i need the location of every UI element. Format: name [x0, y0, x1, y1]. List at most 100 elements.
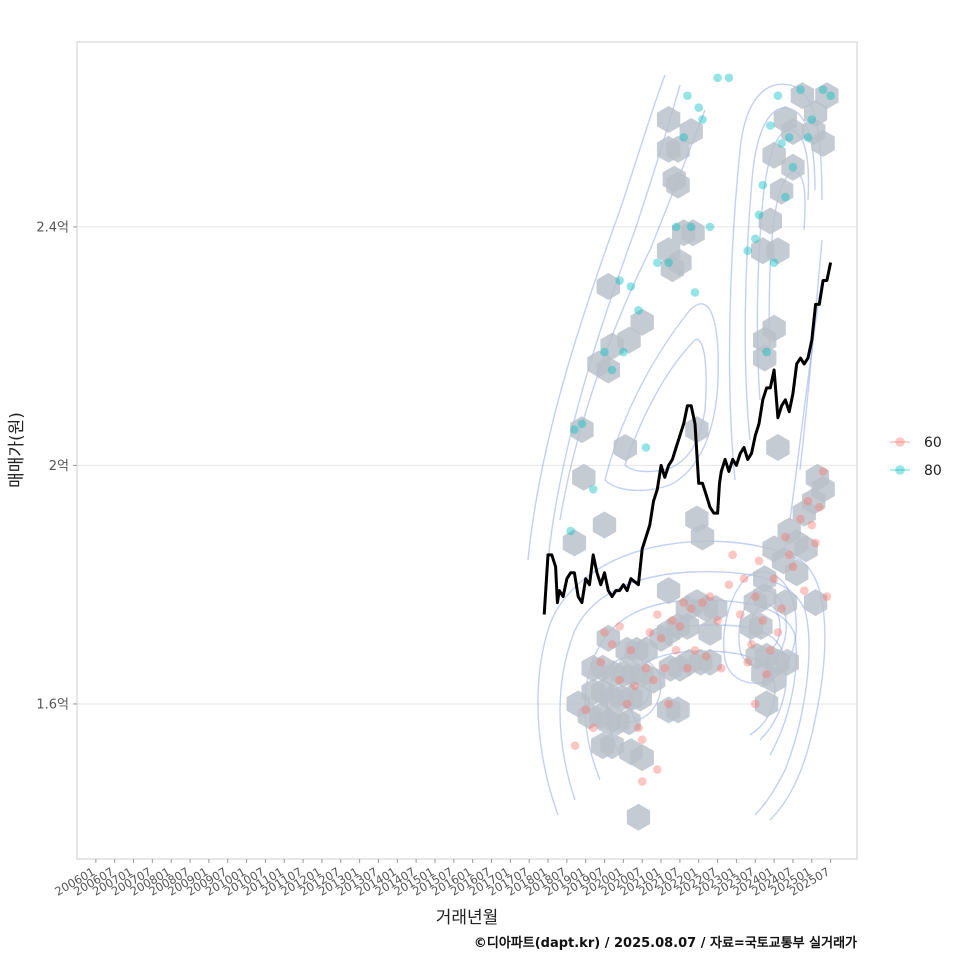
data-point-80 [766, 121, 775, 130]
data-point-60 [758, 616, 768, 625]
data-point-60 [675, 622, 685, 631]
data-point-60 [747, 640, 756, 649]
data-point-60 [600, 628, 609, 637]
data-point-80 [671, 222, 681, 232]
hexbin-cell [753, 344, 777, 372]
hexbin-cell [766, 434, 790, 461]
data-point-80 [713, 73, 722, 83]
data-point-60 [728, 550, 737, 560]
hexbin-cell [811, 475, 835, 503]
hexbin-cell [775, 648, 799, 676]
contour-line [547, 84, 681, 561]
hexbin-cell [666, 135, 690, 163]
data-point-60 [769, 574, 779, 584]
x-axis-title: 거래년월 [436, 908, 499, 928]
contour-line [559, 570, 810, 816]
y-tick-label: 2.4억 [36, 220, 69, 235]
data-point-60 [713, 616, 722, 625]
data-point-80 [698, 115, 707, 124]
hexbin-cell [753, 565, 777, 593]
trend-line-layer [542, 262, 833, 615]
data-point-60 [698, 598, 707, 607]
data-point-80 [694, 103, 704, 112]
data-point-60 [784, 550, 794, 560]
data-point-60 [664, 699, 673, 709]
hexbin-cell [749, 612, 773, 640]
data-point-60 [637, 777, 647, 786]
data-point-60 [652, 610, 662, 619]
data-point-80 [566, 526, 575, 536]
hexbin-cell [660, 255, 685, 283]
hexbin-cell [596, 356, 620, 384]
data-point-60 [690, 645, 700, 655]
data-point-60 [649, 675, 658, 685]
data-point-80 [652, 258, 662, 267]
data-point-60 [735, 610, 745, 619]
hexbin-cell [666, 696, 690, 724]
data-point-60 [743, 657, 753, 667]
data-point-60 [622, 699, 632, 709]
hexbin-cell [679, 118, 703, 145]
data-point-60 [596, 657, 606, 667]
hexbin-cell [698, 618, 722, 646]
data-point-60 [641, 663, 651, 673]
data-point-80 [600, 347, 609, 357]
data-point-80 [803, 133, 813, 142]
data-point-60 [581, 705, 590, 715]
data-point-60 [799, 586, 809, 595]
hexbin-cell [754, 690, 779, 718]
hexbin-cell [781, 153, 805, 181]
data-point-60 [656, 634, 666, 643]
data-point-80 [679, 133, 688, 142]
data-point-80 [577, 419, 587, 428]
hexbin-cell [562, 529, 587, 557]
contour-line [537, 540, 826, 821]
data-point-60 [762, 669, 771, 679]
hexbin-cell [698, 648, 722, 676]
data-point-60 [645, 628, 655, 637]
hexbin-cell [656, 106, 681, 133]
data-point-80 [683, 91, 692, 100]
hexbin-cell [762, 314, 786, 342]
caption: ©디아파트(dapt.kr) / 2025.08.07 / 자료=국토교통부 실… [474, 935, 857, 951]
hexbin-cell [600, 732, 624, 760]
data-point-60 [570, 741, 580, 750]
data-point-80 [743, 246, 753, 256]
hexbin-cell [785, 559, 809, 587]
data-point-60 [807, 520, 817, 530]
hexbin-cell [753, 583, 777, 611]
data-point-60 [705, 592, 715, 601]
contour-line [756, 129, 810, 401]
hexbin-cell [769, 177, 794, 205]
legend-label-80: 80 [924, 463, 942, 479]
hexbin-cell [766, 237, 790, 265]
hexbin-cell [596, 624, 620, 652]
data-point-60 [626, 645, 636, 655]
hexbin-cell [626, 803, 651, 831]
hexbin-cell [690, 523, 715, 551]
data-point-60 [796, 514, 805, 524]
data-point-80 [818, 85, 828, 95]
data-point-80 [777, 139, 786, 148]
data-point-60 [615, 622, 624, 631]
hexbin-cell [570, 416, 594, 444]
contour-line [604, 303, 719, 492]
data-point-80 [619, 347, 628, 357]
data-point-60 [634, 723, 643, 733]
trend-line [542, 262, 833, 615]
y-tick-label: 2억 [49, 459, 69, 474]
data-point-60 [822, 592, 832, 601]
data-point-60 [750, 592, 760, 601]
hexbin-cell [803, 589, 828, 617]
data-point-60 [630, 681, 639, 691]
data-point-60 [683, 663, 692, 673]
data-point-60 [754, 556, 764, 566]
hexbin-cell [666, 171, 690, 199]
data-point-80 [690, 288, 700, 297]
data-point-60 [637, 735, 647, 745]
y-axis-title: 매매가(원) [7, 412, 27, 488]
data-point-60 [615, 675, 624, 685]
data-point-80 [570, 425, 579, 434]
plot-panel [76, 41, 858, 860]
data-point-60 [652, 765, 662, 774]
